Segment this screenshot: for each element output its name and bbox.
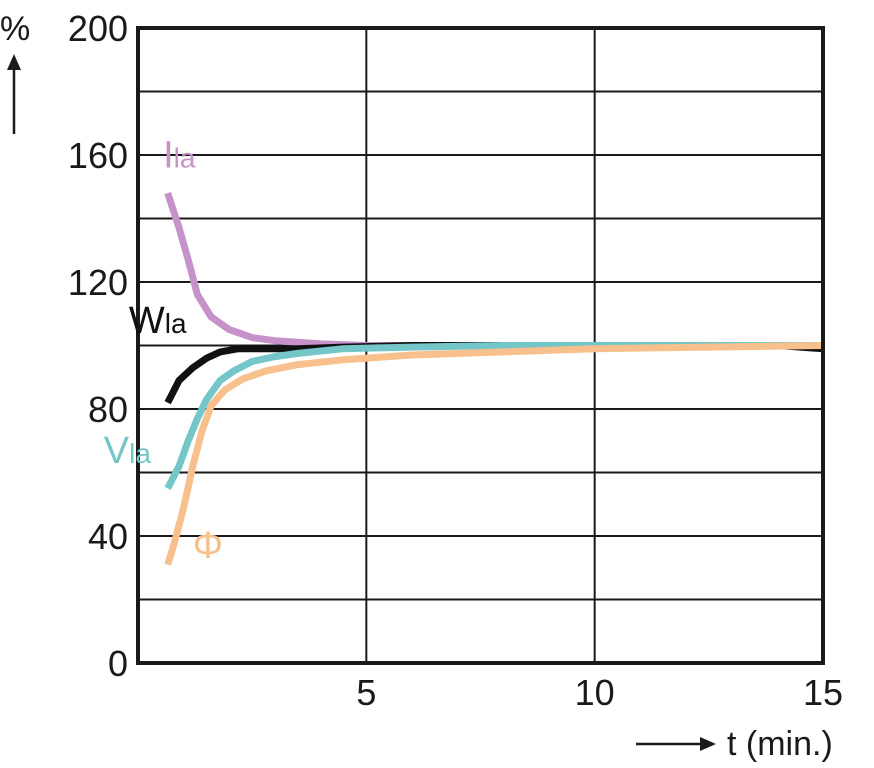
series-lines: [164, 192, 824, 566]
series-line-ila: [164, 192, 823, 349]
series-line-phi: [164, 342, 824, 566]
y-tick-labels: 0 40 80 120 160 200: [68, 8, 128, 684]
series-label: Vla: [104, 430, 152, 472]
y-axis-arrow-icon: [7, 54, 21, 134]
y-tick-label: 40: [88, 516, 128, 557]
series-label: Φ: [193, 525, 223, 567]
x-tick-label: 5: [356, 672, 376, 713]
x-axis-label: t (min.): [727, 725, 833, 763]
x-tick-label: 15: [803, 672, 843, 713]
x-tick-labels: 5 10 15: [356, 672, 843, 713]
series-label: Wla: [129, 300, 187, 342]
series-labels: Ila Wla Vla Φ: [104, 135, 223, 568]
plot-frame: [136, 26, 825, 665]
x-tick-label: 10: [575, 672, 615, 713]
y-axis-label: %: [0, 10, 30, 48]
y-tick-label: 0: [108, 643, 128, 684]
series-line-vla: [164, 342, 823, 490]
y-tick-label: 80: [88, 389, 128, 430]
y-tick-label: 160: [68, 135, 128, 176]
series-label: Ila: [163, 135, 196, 177]
y-tick-label: 120: [68, 262, 128, 303]
x-axis-arrow-icon: [636, 737, 716, 751]
y-tick-label: 200: [68, 8, 128, 49]
